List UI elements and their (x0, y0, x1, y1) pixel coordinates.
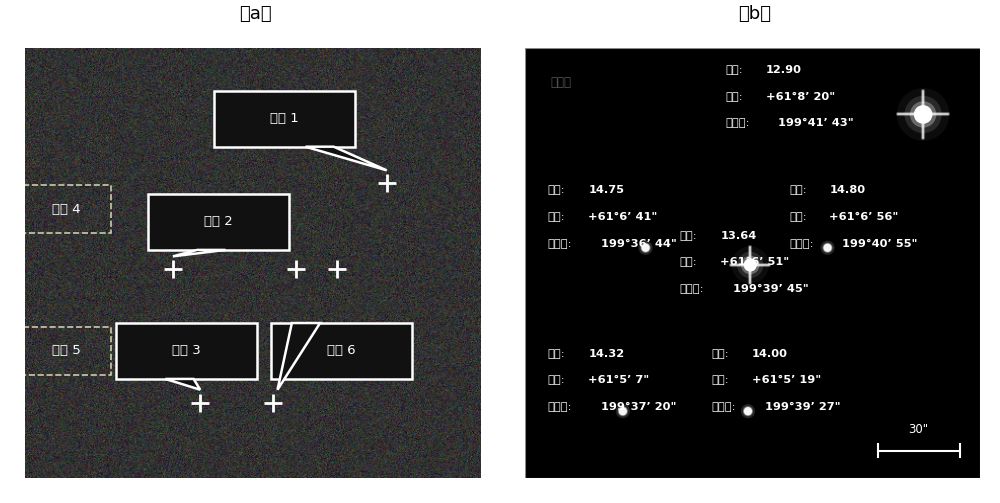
Text: 猎户座: 猎户座 (550, 76, 571, 89)
Point (820, 244, 836, 252)
FancyBboxPatch shape (148, 194, 289, 250)
Point (742, 261, 758, 269)
Point (740, 407, 756, 415)
Text: 方位角:: 方位角: (789, 239, 813, 249)
Point (615, 407, 631, 415)
Text: （a）: （a） (239, 5, 271, 23)
Text: 恒星 6: 恒星 6 (327, 345, 356, 358)
Text: 方位角:: 方位角: (712, 402, 736, 412)
Text: 恒星 4: 恒星 4 (52, 203, 80, 216)
Text: 星等:: 星等: (548, 186, 565, 195)
FancyBboxPatch shape (214, 91, 355, 147)
Point (915, 111, 931, 119)
Text: +61°6’ 41": +61°6’ 41" (588, 212, 658, 222)
Polygon shape (173, 250, 225, 257)
Polygon shape (165, 379, 200, 390)
Point (915, 111, 931, 119)
Point (742, 261, 758, 269)
Point (915, 111, 931, 119)
Text: 星等:: 星等: (712, 349, 729, 359)
Text: 14.32: 14.32 (588, 349, 624, 359)
Text: 恒星 1: 恒星 1 (270, 112, 299, 125)
Text: 14.80: 14.80 (829, 186, 866, 195)
Point (820, 244, 836, 252)
Text: +61°5’ 19": +61°5’ 19" (752, 376, 821, 385)
Polygon shape (278, 323, 320, 390)
Text: 199°39’ 27": 199°39’ 27" (765, 402, 840, 412)
Text: 恒星 3: 恒星 3 (172, 345, 201, 358)
Point (740, 407, 756, 415)
Text: 方位角:: 方位角: (548, 239, 572, 249)
Point (742, 261, 758, 269)
Point (615, 407, 631, 415)
Text: +61°5’ 7": +61°5’ 7" (588, 376, 649, 385)
Point (638, 244, 654, 252)
Point (638, 244, 654, 252)
Point (615, 407, 631, 415)
Text: +61°8’ 20": +61°8’ 20" (766, 92, 835, 102)
Text: 高度:: 高度: (712, 376, 729, 385)
Text: 13.64: 13.64 (720, 230, 756, 240)
Text: 恒星 5: 恒星 5 (52, 345, 80, 358)
Text: +61°6’ 56": +61°6’ 56" (829, 212, 899, 222)
Text: 高度:: 高度: (680, 257, 697, 267)
Text: 199°36’ 44": 199°36’ 44" (601, 239, 677, 249)
Point (740, 407, 756, 415)
Text: +61°6’ 51": +61°6’ 51" (720, 257, 789, 267)
FancyBboxPatch shape (525, 48, 980, 478)
Text: 12.90: 12.90 (766, 65, 802, 75)
Text: 199°41’ 43": 199°41’ 43" (778, 118, 854, 128)
Point (742, 261, 758, 269)
Text: 星等:: 星等: (789, 186, 807, 195)
Text: 14.75: 14.75 (588, 186, 624, 195)
FancyBboxPatch shape (271, 323, 412, 379)
Text: 高度:: 高度: (789, 212, 807, 222)
Text: 星等:: 星等: (680, 230, 697, 240)
FancyBboxPatch shape (116, 323, 257, 379)
Text: 恒星 2: 恒星 2 (204, 215, 233, 228)
Text: 高度:: 高度: (725, 92, 743, 102)
Text: 199°39’ 45": 199°39’ 45" (733, 284, 809, 294)
Text: （b）: （b） (738, 5, 772, 23)
Text: 星等:: 星等: (548, 349, 565, 359)
Text: 方位角:: 方位角: (548, 402, 572, 412)
Text: 星等:: 星等: (725, 65, 743, 75)
Text: 方位角:: 方位角: (680, 284, 704, 294)
Point (915, 111, 931, 119)
Text: 高度:: 高度: (548, 212, 565, 222)
Polygon shape (306, 147, 387, 171)
Text: 30": 30" (909, 423, 929, 436)
Text: 199°37’ 20": 199°37’ 20" (601, 402, 676, 412)
Text: 14.00: 14.00 (752, 349, 788, 359)
Point (638, 244, 654, 252)
Text: 方位角:: 方位角: (725, 118, 750, 128)
Text: 199°40’ 55": 199°40’ 55" (842, 239, 918, 249)
Text: 高度:: 高度: (548, 376, 565, 385)
Point (820, 244, 836, 252)
